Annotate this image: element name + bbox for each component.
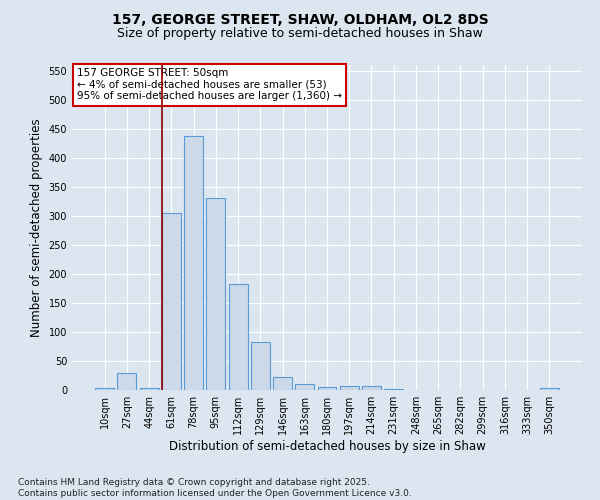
Bar <box>206 198 225 390</box>
Bar <box>317 386 337 390</box>
Bar <box>162 213 181 390</box>
Bar <box>340 386 359 390</box>
Text: Size of property relative to semi-detached houses in Shaw: Size of property relative to semi-detach… <box>117 28 483 40</box>
X-axis label: Distribution of semi-detached houses by size in Shaw: Distribution of semi-detached houses by … <box>169 440 485 453</box>
Bar <box>540 388 559 390</box>
Bar <box>95 388 114 390</box>
Bar <box>118 372 136 390</box>
Bar <box>251 342 270 390</box>
Bar <box>384 389 403 390</box>
Bar <box>295 384 314 390</box>
Text: 157, GEORGE STREET, SHAW, OLDHAM, OL2 8DS: 157, GEORGE STREET, SHAW, OLDHAM, OL2 8D… <box>112 12 488 26</box>
Bar <box>362 386 381 390</box>
Bar <box>229 284 248 390</box>
Bar <box>140 388 158 390</box>
Bar <box>184 136 203 390</box>
Text: 157 GEORGE STREET: 50sqm
← 4% of semi-detached houses are smaller (53)
95% of se: 157 GEORGE STREET: 50sqm ← 4% of semi-de… <box>77 68 342 102</box>
Bar <box>273 377 292 390</box>
Text: Contains HM Land Registry data © Crown copyright and database right 2025.
Contai: Contains HM Land Registry data © Crown c… <box>18 478 412 498</box>
Y-axis label: Number of semi-detached properties: Number of semi-detached properties <box>30 118 43 337</box>
